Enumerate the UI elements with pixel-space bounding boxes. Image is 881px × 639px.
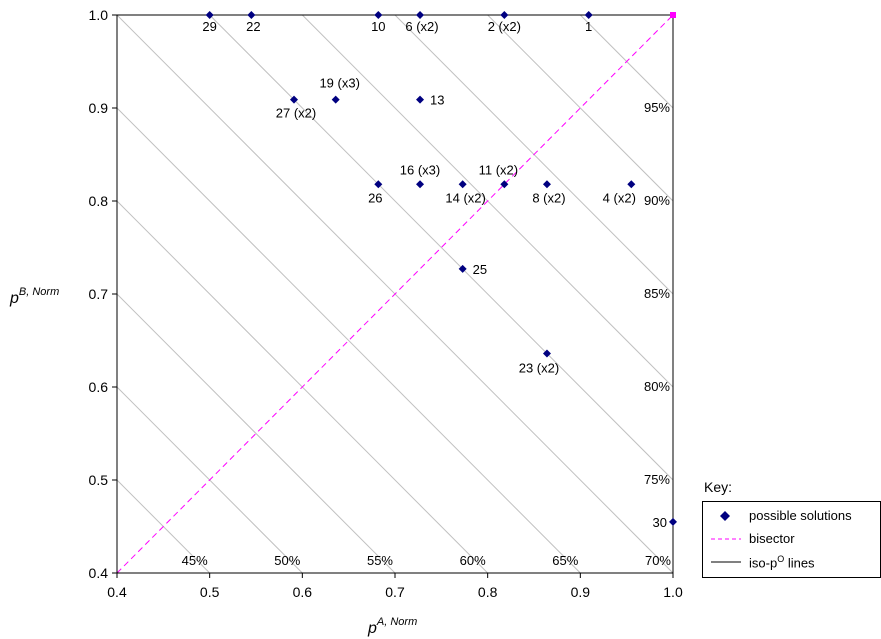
legend: possible solutions bisector iso-pO lines: [702, 501, 881, 578]
data-point-label: 16 (x3): [400, 162, 440, 177]
legend-label: bisector: [749, 531, 795, 546]
y-tick-label: 1.0: [89, 7, 109, 23]
legend-label: iso-pO lines: [749, 554, 815, 571]
iso-line-label: 85%: [644, 286, 670, 301]
legend-label: possible solutions: [749, 508, 852, 523]
data-point: [289, 95, 298, 104]
data-point: [500, 180, 509, 189]
legend-item-iso-lines: iso-pO lines: [703, 551, 881, 573]
x-tick-label: 0.4: [107, 584, 127, 600]
data-point: [416, 95, 425, 104]
y-tick-label: 0.8: [89, 193, 109, 209]
data-point: [458, 180, 467, 189]
y-axis-title: pB, Norm: [9, 286, 59, 307]
data-point: [374, 180, 383, 189]
data-point: [247, 11, 256, 19]
data-point: [416, 11, 425, 19]
data-point-label: 11 (x2): [479, 162, 519, 177]
data-points: [205, 11, 677, 526]
data-point: [374, 11, 383, 19]
data-point: [669, 517, 677, 526]
data-point-label: 22: [246, 19, 260, 34]
y-tick-label: 0.4: [89, 565, 109, 581]
iso-line-label: 45%: [182, 553, 208, 568]
data-point: [542, 180, 551, 189]
data-point-label: 1: [585, 19, 592, 34]
iso-line-label: 55%: [367, 553, 393, 568]
x-axis-title-sup: A, Norm: [376, 616, 417, 628]
data-point-label: 29: [202, 19, 216, 34]
data-point-label: 14 (x2): [445, 190, 485, 205]
data-point: [500, 11, 509, 19]
y-tick-label: 0.5: [89, 472, 109, 488]
x-axis-title-base: p: [367, 620, 377, 637]
iso-line-label: 95%: [644, 100, 670, 115]
data-point-label: 23 (x2): [519, 361, 559, 376]
iso-line-label: 80%: [644, 379, 670, 394]
data-point-label: 6 (x2): [405, 19, 438, 34]
iso-line-label: 65%: [552, 553, 578, 568]
x-tick-label: 0.5: [200, 584, 220, 600]
dashed-line-icon: [711, 538, 741, 540]
data-point-labels: 1 2 (x2) 6 (x2) 10 22 29 19 (x3)27 (x2) 13 26 16 …: [202, 19, 667, 530]
x-tick-label: 0.9: [571, 584, 591, 600]
data-point-label: 25: [473, 262, 487, 277]
y-axis-title-base: p: [9, 290, 19, 307]
iso-line-label: 75%: [644, 472, 670, 487]
data-point-label: 27 (x2): [276, 106, 316, 121]
y-tick-label: 0.6: [89, 379, 109, 395]
y-axis-title-sup: B, Norm: [19, 286, 59, 298]
bisector-line: [116, 14, 674, 574]
data-point: [331, 95, 340, 104]
bisector-end-marker: [670, 12, 676, 18]
x-axis-title: pA, Norm: [367, 616, 417, 637]
data-point: [205, 11, 214, 19]
legend-item-possible-solutions: possible solutions: [703, 505, 881, 527]
data-point-label: 13: [430, 93, 444, 108]
x-tick-label: 0.7: [385, 584, 405, 600]
data-point: [458, 264, 467, 273]
iso-line: [117, 293, 396, 573]
iso-line-label: 60%: [460, 553, 486, 568]
diamond-marker-icon: [720, 511, 730, 521]
iso-line-labels: 45% 50% 55% 60% 65% 70% 75% 80% 85% 90% 95%: [182, 100, 672, 568]
legend-title: Key:: [704, 479, 733, 495]
data-point-label: 30: [653, 515, 667, 530]
y-tick-label: 0.9: [89, 100, 109, 116]
data-point-label: 8 (x2): [532, 190, 565, 205]
data-point-label: 2 (x2): [488, 19, 521, 34]
y-tick-label: 0.7: [89, 286, 109, 302]
data-point-label: 4 (x2): [603, 190, 636, 205]
data-point-label: 19 (x3): [319, 76, 359, 91]
x-tick-label: 0.6: [293, 584, 313, 600]
y-axis: 0.4 0.5 0.6 0.7 0.8 0.9 1.0: [89, 7, 117, 581]
x-axis: 0.4 0.5 0.6 0.7 0.8 0.9 1.0: [107, 573, 683, 600]
data-point-label: 10: [371, 19, 385, 34]
x-tick-label: 1.0: [663, 584, 683, 600]
data-point: [627, 180, 636, 189]
data-point: [584, 11, 593, 19]
iso-line: [487, 15, 673, 202]
data-point: [542, 349, 551, 358]
data-point-label: 26: [368, 190, 382, 205]
solid-line-icon: [711, 561, 741, 563]
iso-line-label: 70%: [645, 553, 671, 568]
iso-line-label: 90%: [644, 193, 670, 208]
iso-line: [117, 107, 581, 573]
x-tick-label: 0.8: [478, 584, 498, 600]
legend-item-bisector: bisector: [703, 528, 881, 550]
data-point: [416, 180, 425, 189]
iso-line-label: 50%: [274, 553, 300, 568]
iso-line: [209, 15, 673, 481]
